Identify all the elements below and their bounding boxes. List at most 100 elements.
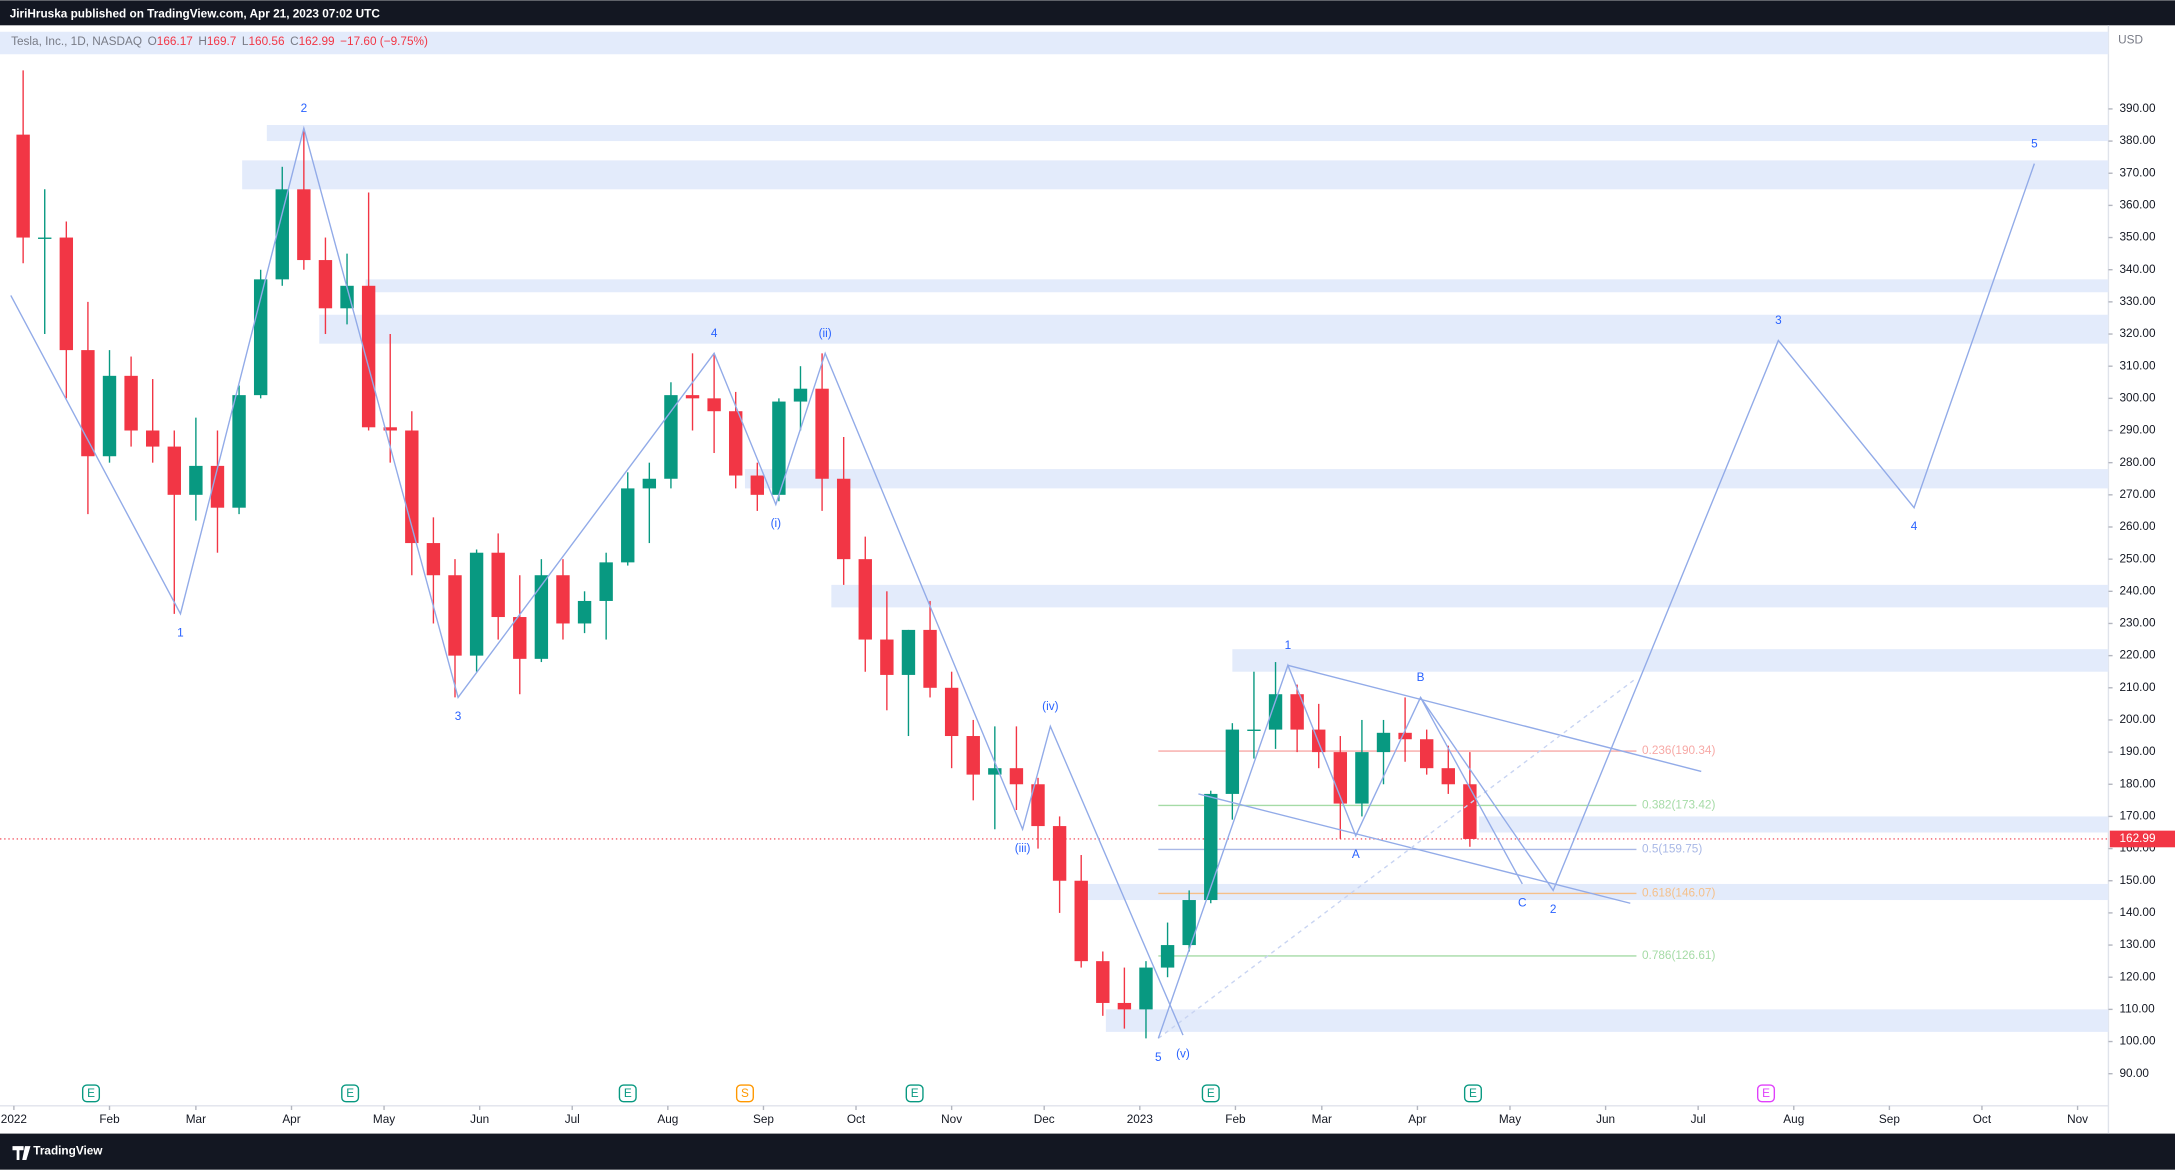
x-tick-label: Oct — [1973, 1113, 1992, 1126]
candle-body — [253, 279, 268, 396]
y-tick-label: 370.00 — [2120, 166, 2156, 179]
candle-body — [1441, 768, 1455, 785]
y-tick-label: 340.00 — [2120, 263, 2156, 276]
x-tick-label: 2022 — [1, 1113, 27, 1126]
candle-body — [1225, 729, 1240, 794]
candle-body — [383, 427, 397, 431]
candle-body — [707, 398, 721, 412]
legend-key: O — [148, 35, 157, 48]
x-tick-label: Mar — [1312, 1113, 1332, 1126]
candle-body — [944, 687, 959, 737]
x-tick-label: Sep — [753, 1113, 774, 1126]
x-tick-label: Jun — [470, 1113, 489, 1126]
event-marker — [341, 1084, 360, 1103]
fib-label: 0.236(190.34) — [1642, 744, 1715, 757]
event-label: E — [87, 1087, 95, 1100]
x-tick-label: Aug — [657, 1113, 678, 1126]
last-price-label: 162.99 — [2120, 832, 2156, 845]
symbol: Tesla, Inc., 1D, NASDAQ — [11, 35, 142, 48]
candle-body — [772, 401, 786, 495]
candle-body — [469, 552, 484, 656]
candle-body — [1160, 945, 1175, 968]
candle-body — [836, 478, 851, 560]
wave-label: (ii) — [819, 327, 832, 340]
x-tick-label: Mar — [186, 1113, 206, 1126]
brand-logo — [12, 1146, 31, 1160]
zone — [744, 469, 2109, 489]
event-label: E — [624, 1087, 632, 1100]
candle-body — [210, 465, 225, 508]
x-tick-label: Jun — [1596, 1113, 1615, 1126]
header-bar — [0, 0, 2175, 26]
wave-label: (iv) — [1042, 700, 1058, 713]
candle-body — [1031, 784, 1045, 827]
wave-line — [1157, 663, 1523, 1039]
y-tick-label: 320.00 — [2120, 327, 2156, 340]
y-tick-label: 250.00 — [2120, 552, 2156, 565]
candle-body — [318, 260, 333, 309]
wave-label: 3 — [455, 710, 462, 723]
legend-value: 169.7 — [207, 35, 236, 48]
x-tick-label: Feb — [99, 1113, 120, 1126]
y-tick-label: 110.00 — [2120, 1002, 2156, 1015]
event-marker — [1463, 1084, 1482, 1103]
trendline — [1287, 664, 1702, 773]
plot: 0.236(190.34) 0.382(173.42) 0.5(159.75) 0.6… — [0, 31, 2109, 1064]
x-tick-label: Apr — [282, 1113, 300, 1126]
wave-label: (v) — [1176, 1048, 1190, 1061]
y-tick-label: 170.00 — [2120, 810, 2156, 823]
legend-key: L — [242, 35, 249, 48]
candle-body — [491, 552, 505, 618]
y-tick-label: 230.00 — [2120, 617, 2156, 630]
wave-line — [10, 125, 1184, 1036]
candle-body — [513, 617, 527, 659]
legend-change: −17.60 (−9.75%) — [340, 35, 428, 48]
candle-body — [556, 575, 570, 624]
candle-body — [1290, 694, 1304, 730]
candle-body — [1376, 732, 1391, 753]
candle-body — [1419, 739, 1434, 769]
y-tick-label: 240.00 — [2120, 584, 2156, 597]
y-tick-label: 120.00 — [2120, 970, 2156, 983]
candle-body — [124, 375, 138, 431]
candle-body — [167, 446, 181, 495]
event-label: E — [1762, 1087, 1770, 1100]
y-tick-label: 220.00 — [2120, 649, 2156, 662]
publisher: JiriHruska published on TradingView.com,… — [10, 7, 381, 20]
candle-body — [189, 465, 203, 495]
candle-body — [1333, 752, 1348, 804]
wave-label: A — [1352, 848, 1360, 861]
event-label: S — [741, 1087, 749, 1100]
candle-body — [642, 478, 657, 489]
y-tick-label: 210.00 — [2120, 681, 2156, 694]
candle-body — [1139, 967, 1153, 1010]
wave-label: 5 — [2031, 137, 2038, 150]
y-tick-label: 150.00 — [2120, 874, 2156, 887]
candle-body — [685, 395, 700, 399]
candle-body — [664, 395, 678, 479]
candle-body — [923, 629, 937, 688]
candle-body — [81, 350, 95, 457]
fib-label: 0.786(126.61) — [1642, 949, 1715, 962]
candle-body — [988, 768, 1002, 775]
candle-body — [1463, 784, 1477, 839]
event-label: E — [346, 1087, 354, 1100]
candle-body — [448, 575, 462, 656]
zone — [831, 584, 2109, 608]
x-tick-label: Aug — [1783, 1113, 1804, 1126]
x-tick-label: Nov — [2067, 1113, 2088, 1126]
wave-label: 2 — [301, 102, 308, 115]
x-tick-label: Sep — [1879, 1113, 1900, 1126]
zone — [1105, 1009, 2109, 1032]
candle-body — [1074, 880, 1088, 962]
candle-body — [1398, 732, 1412, 740]
y-tick-label: 260.00 — [2120, 520, 2156, 533]
legend-key: C — [290, 35, 299, 48]
candle-body — [102, 375, 117, 457]
candle-body — [534, 575, 549, 659]
event-label: E — [1207, 1087, 1215, 1100]
wave-label: (i) — [771, 517, 782, 530]
event-marker — [1201, 1084, 1220, 1103]
